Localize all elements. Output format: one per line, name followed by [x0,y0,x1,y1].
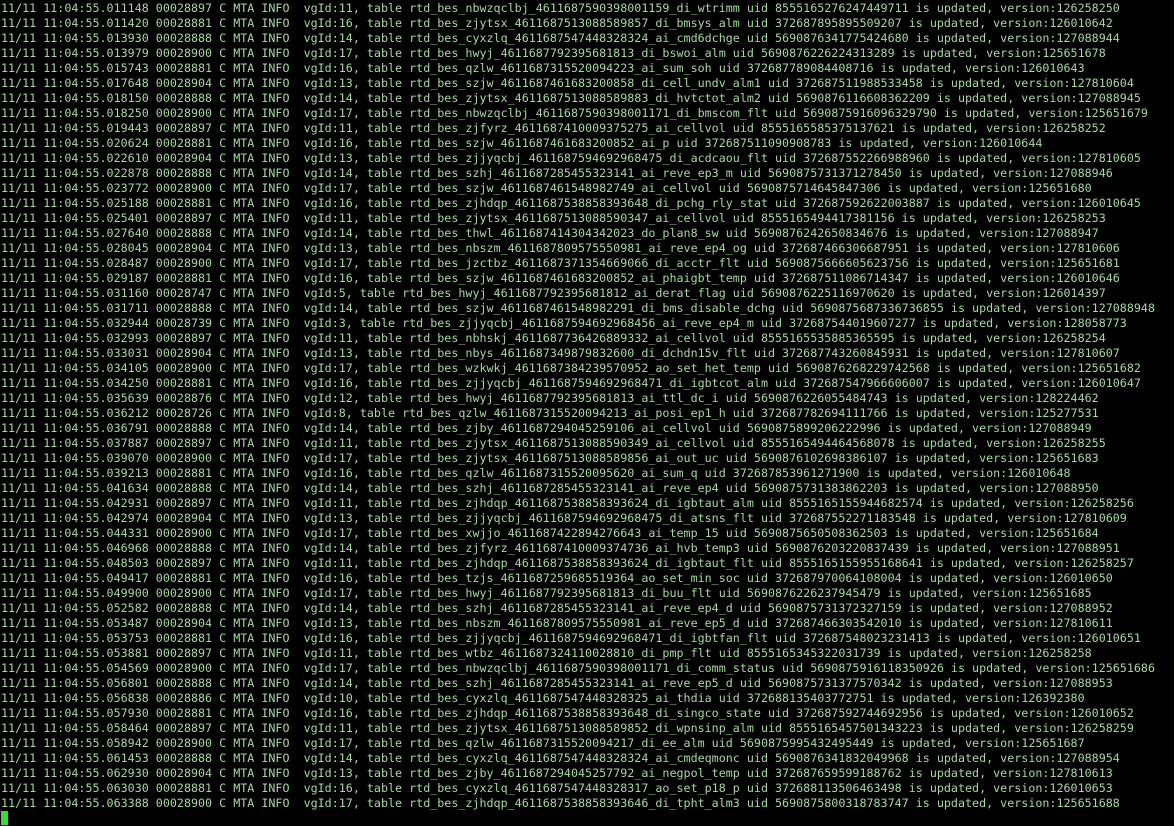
log-line: 11/11 11:04:55.035639 00028876 C MTA INF… [1,391,1099,405]
log-line: 11/11 11:04:55.056838 00028886 C MTA INF… [1,691,1085,705]
log-line: 11/11 11:04:55.022610 00028904 C MTA INF… [1,151,1141,165]
log-line: 11/11 11:04:55.023772 00028900 C MTA INF… [1,181,1092,195]
log-line: 11/11 11:04:55.022878 00028888 C MTA INF… [1,166,1113,180]
log-line: 11/11 11:04:55.027640 00028888 C MTA INF… [1,226,1099,240]
log-line: 11/11 11:04:55.056801 00028888 C MTA INF… [1,676,1113,690]
log-line: 11/11 11:04:55.049900 00028900 C MTA INF… [1,586,1092,600]
log-line: 11/11 11:04:55.058942 00028900 C MTA INF… [1,736,1085,750]
log-line: 11/11 11:04:55.013930 00028888 C MTA INF… [1,31,1120,45]
log-line: 11/11 11:04:55.036212 00028726 C MTA INF… [1,406,1099,420]
log-line: 11/11 11:04:55.048503 00028897 C MTA INF… [1,556,1134,570]
log-line: 11/11 11:04:55.039213 00028881 C MTA INF… [1,466,1071,480]
log-line: 11/11 11:04:55.042974 00028904 C MTA INF… [1,511,1127,525]
log-line: 11/11 11:04:55.054569 00028900 C MTA INF… [1,661,1155,675]
log-line: 11/11 11:04:55.032993 00028897 C MTA INF… [1,331,1106,345]
log-line: 11/11 11:04:55.017648 00028904 C MTA INF… [1,76,1134,90]
log-line: 11/11 11:04:55.028045 00028904 C MTA INF… [1,241,1120,255]
log-line: 11/11 11:04:55.061453 00028888 C MTA INF… [1,751,1120,765]
log-line: 11/11 11:04:55.032944 00028739 C MTA INF… [1,316,1127,330]
log-line: 11/11 11:04:55.028487 00028900 C MTA INF… [1,256,1120,270]
log-line: 11/11 11:04:55.046968 00028888 C MTA INF… [1,541,1120,555]
log-line: 11/11 11:04:55.053881 00028897 C MTA INF… [1,646,1092,660]
log-line: 11/11 11:04:55.020624 00028881 C MTA INF… [1,136,1043,150]
log-line: 11/11 11:04:55.029187 00028881 C MTA INF… [1,271,1120,285]
log-line: 11/11 11:04:55.031160 00028747 C MTA INF… [1,286,1106,300]
log-line: 11/11 11:04:55.025401 00028897 C MTA INF… [1,211,1106,225]
log-line: 11/11 11:04:55.033031 00028904 C MTA INF… [1,346,1120,360]
log-line: 11/11 11:04:55.057930 00028881 C MTA INF… [1,706,1134,720]
log-line: 11/11 11:04:55.031711 00028888 C MTA INF… [1,301,1155,315]
log-line: 11/11 11:04:55.019443 00028897 C MTA INF… [1,121,1106,135]
log-line: 11/11 11:04:55.011148 00028897 C MTA INF… [1,1,1120,15]
cursor-line [1,811,1174,826]
terminal-cursor [1,811,8,825]
log-line: 11/11 11:04:55.049417 00028881 C MTA INF… [1,571,1113,585]
log-line: 11/11 11:04:55.053753 00028881 C MTA INF… [1,631,1141,645]
log-line: 11/11 11:04:55.015743 00028881 C MTA INF… [1,61,1085,75]
log-line: 11/11 11:04:55.062930 00028904 C MTA INF… [1,766,1113,780]
log-line: 11/11 11:04:55.011420 00028881 C MTA INF… [1,16,1113,30]
log-output: 11/11 11:04:55.011148 00028897 C MTA INF… [1,1,1174,811]
log-line: 11/11 11:04:55.039070 00028900 C MTA INF… [1,451,1099,465]
log-line: 11/11 11:04:55.037887 00028897 C MTA INF… [1,436,1106,450]
log-line: 11/11 11:04:55.013979 00028900 C MTA INF… [1,46,1106,60]
log-line: 11/11 11:04:55.058464 00028897 C MTA INF… [1,721,1134,735]
log-line: 11/11 11:04:55.063030 00028881 C MTA INF… [1,781,1113,795]
log-line: 11/11 11:04:55.041634 00028888 C MTA INF… [1,481,1099,495]
log-line: 11/11 11:04:55.034250 00028881 C MTA INF… [1,376,1141,390]
log-line: 11/11 11:04:55.063388 00028900 C MTA INF… [1,796,1120,810]
log-line: 11/11 11:04:55.025188 00028881 C MTA INF… [1,196,1141,210]
log-line: 11/11 11:04:55.052582 00028888 C MTA INF… [1,601,1113,615]
log-line: 11/11 11:04:55.042931 00028897 C MTA INF… [1,496,1134,510]
log-line: 11/11 11:04:55.036791 00028888 C MTA INF… [1,421,1092,435]
log-line: 11/11 11:04:55.044331 00028900 C MTA INF… [1,526,1099,540]
log-line: 11/11 11:04:55.018250 00028900 C MTA INF… [1,106,1148,120]
log-line: 11/11 11:04:55.053487 00028904 C MTA INF… [1,616,1113,630]
log-line: 11/11 11:04:55.018150 00028888 C MTA INF… [1,91,1141,105]
log-line: 11/11 11:04:55.034105 00028900 C MTA INF… [1,361,1141,375]
